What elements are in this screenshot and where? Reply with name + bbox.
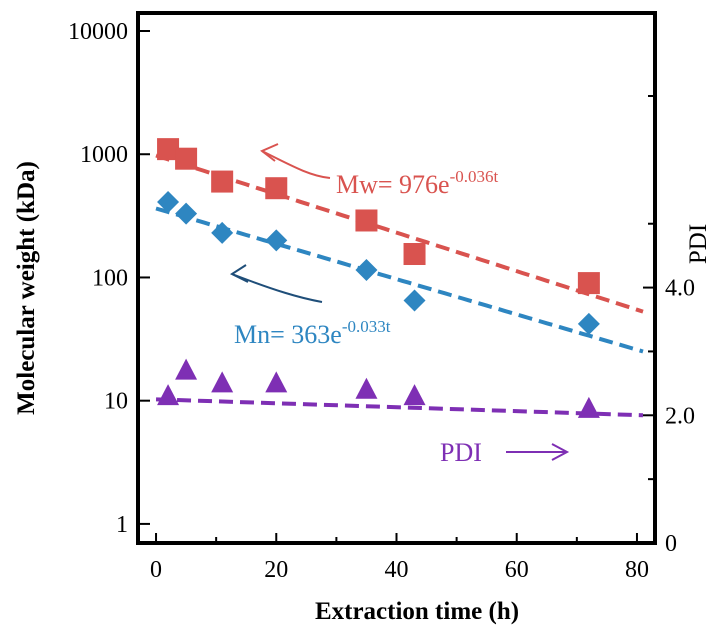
mw-fit-equation-exponent: -0.036t bbox=[450, 167, 499, 186]
mn-fit-equation-exponent: -0.033t bbox=[342, 317, 391, 336]
y2-tick-labels: 0 2.0 4.0 bbox=[665, 276, 695, 557]
x-axis-title: Extraction time (h) bbox=[315, 598, 519, 625]
mw-point bbox=[157, 138, 180, 161]
mw-arrow-icon bbox=[261, 150, 331, 179]
fit-lines bbox=[155, 153, 644, 418]
mn-arrow-icon bbox=[231, 273, 323, 303]
pdi-label: PDI bbox=[440, 438, 482, 467]
x-tick-label: 0 bbox=[150, 557, 162, 583]
mw-fit-line bbox=[155, 153, 644, 314]
y-tick-label: 1000 bbox=[80, 142, 128, 168]
y2-tick-label: 2.0 bbox=[665, 403, 695, 429]
pdi-point bbox=[211, 371, 234, 393]
mw-point bbox=[265, 177, 288, 200]
y-axis-title: Molecular weight (kDa) bbox=[13, 161, 40, 415]
mn-point bbox=[157, 190, 180, 213]
y-tick-label: 10000 bbox=[68, 19, 128, 45]
mn-fit-line bbox=[155, 206, 644, 354]
pdi-point bbox=[265, 371, 288, 393]
y-tick-label: 100 bbox=[92, 265, 128, 291]
y2-tick-label: 0 bbox=[665, 531, 677, 557]
mn-arrowhead-icon bbox=[229, 264, 249, 283]
y-tick-labels: 1 10 100 1000 10000 bbox=[68, 19, 128, 538]
mn-point bbox=[403, 289, 426, 312]
x-tick-label: 60 bbox=[505, 557, 529, 583]
pdi-point bbox=[157, 384, 180, 406]
data-points bbox=[157, 138, 600, 418]
mn-point bbox=[355, 258, 378, 281]
mw-point bbox=[175, 147, 198, 170]
mn-fit-equation: Mn= 363e-0.033t bbox=[234, 317, 391, 349]
mn-point bbox=[265, 229, 288, 252]
mn-fit-equation-base: Mn= 363e bbox=[234, 320, 342, 349]
mw-fit-equation-base: Mw= 976e bbox=[336, 170, 450, 199]
plot-frame bbox=[136, 11, 657, 545]
x-tick-labels: 0 20 40 60 80 bbox=[150, 557, 649, 583]
mn-point bbox=[211, 221, 234, 244]
annotation-arrows bbox=[229, 143, 570, 461]
pdi-point bbox=[577, 396, 600, 418]
mw-point bbox=[577, 272, 600, 295]
y-tick-label: 1 bbox=[116, 512, 128, 538]
mw-arrowhead-icon bbox=[260, 143, 279, 162]
mn-point bbox=[175, 202, 198, 225]
y2-tick-label: 4.0 bbox=[665, 276, 695, 302]
mn-point bbox=[577, 312, 600, 335]
x-tick-label: 80 bbox=[625, 557, 649, 583]
mw-fit-equation: Mw= 976e-0.036t bbox=[336, 167, 499, 199]
y2-axis-title: PDI bbox=[685, 224, 712, 264]
pdi-point bbox=[403, 384, 426, 406]
mw-point bbox=[403, 243, 426, 266]
mw-point bbox=[211, 170, 234, 193]
x-tick-label: 40 bbox=[385, 557, 409, 583]
x-tick-label: 20 bbox=[264, 557, 288, 583]
pdi-fit-line bbox=[155, 397, 644, 418]
mw-point bbox=[355, 209, 378, 232]
pdi-arrowhead-icon bbox=[551, 443, 570, 461]
y-tick-label: 10 bbox=[104, 389, 128, 415]
pdi-point bbox=[175, 358, 198, 380]
pdi-point bbox=[355, 377, 378, 399]
